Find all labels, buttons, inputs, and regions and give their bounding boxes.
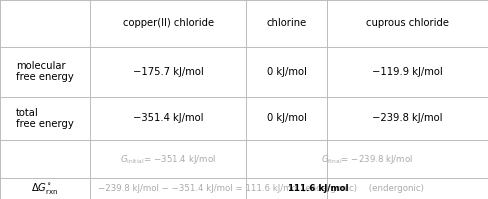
Text: −239.8 kJ/mol: −239.8 kJ/mol [372,113,443,123]
Text: $G_{\rm final}$= −239.8 kJ/mol: $G_{\rm final}$= −239.8 kJ/mol [321,153,413,166]
Text: 0 kJ/mol: 0 kJ/mol [267,67,306,77]
Text: total
free energy: total free energy [16,108,74,129]
Text: −351.4 kJ/mol: −351.4 kJ/mol [133,113,203,123]
Text: $G_{\rm initial}$= −351.4 kJ/mol: $G_{\rm initial}$= −351.4 kJ/mol [121,153,216,166]
Text: chlorine: chlorine [266,18,307,28]
Text: $\Delta G^{\circ}_{\rm rxn}$: $\Delta G^{\circ}_{\rm rxn}$ [31,181,59,196]
Text: (endergonic): (endergonic) [366,184,424,193]
Text: 111.6 kJ/mol: 111.6 kJ/mol [288,184,348,193]
Text: −239.8 kJ/mol − −351.4 kJ/mol = 111.6 kJ/mol (endergonic): −239.8 kJ/mol − −351.4 kJ/mol = 111.6 kJ… [98,184,357,193]
Text: −175.7 kJ/mol: −175.7 kJ/mol [133,67,203,77]
Text: −239.8 kJ/mol − −351.4 kJ/mol =: −239.8 kJ/mol − −351.4 kJ/mol = [98,184,245,193]
Text: cuprous chloride: cuprous chloride [366,18,449,28]
Text: 0 kJ/mol: 0 kJ/mol [267,113,306,123]
Text: −119.9 kJ/mol: −119.9 kJ/mol [372,67,443,77]
Text: copper(II) chloride: copper(II) chloride [123,18,214,28]
Text: 111.6 kJ/mol: 111.6 kJ/mol [288,184,348,193]
Text: molecular
free energy: molecular free energy [16,61,74,82]
